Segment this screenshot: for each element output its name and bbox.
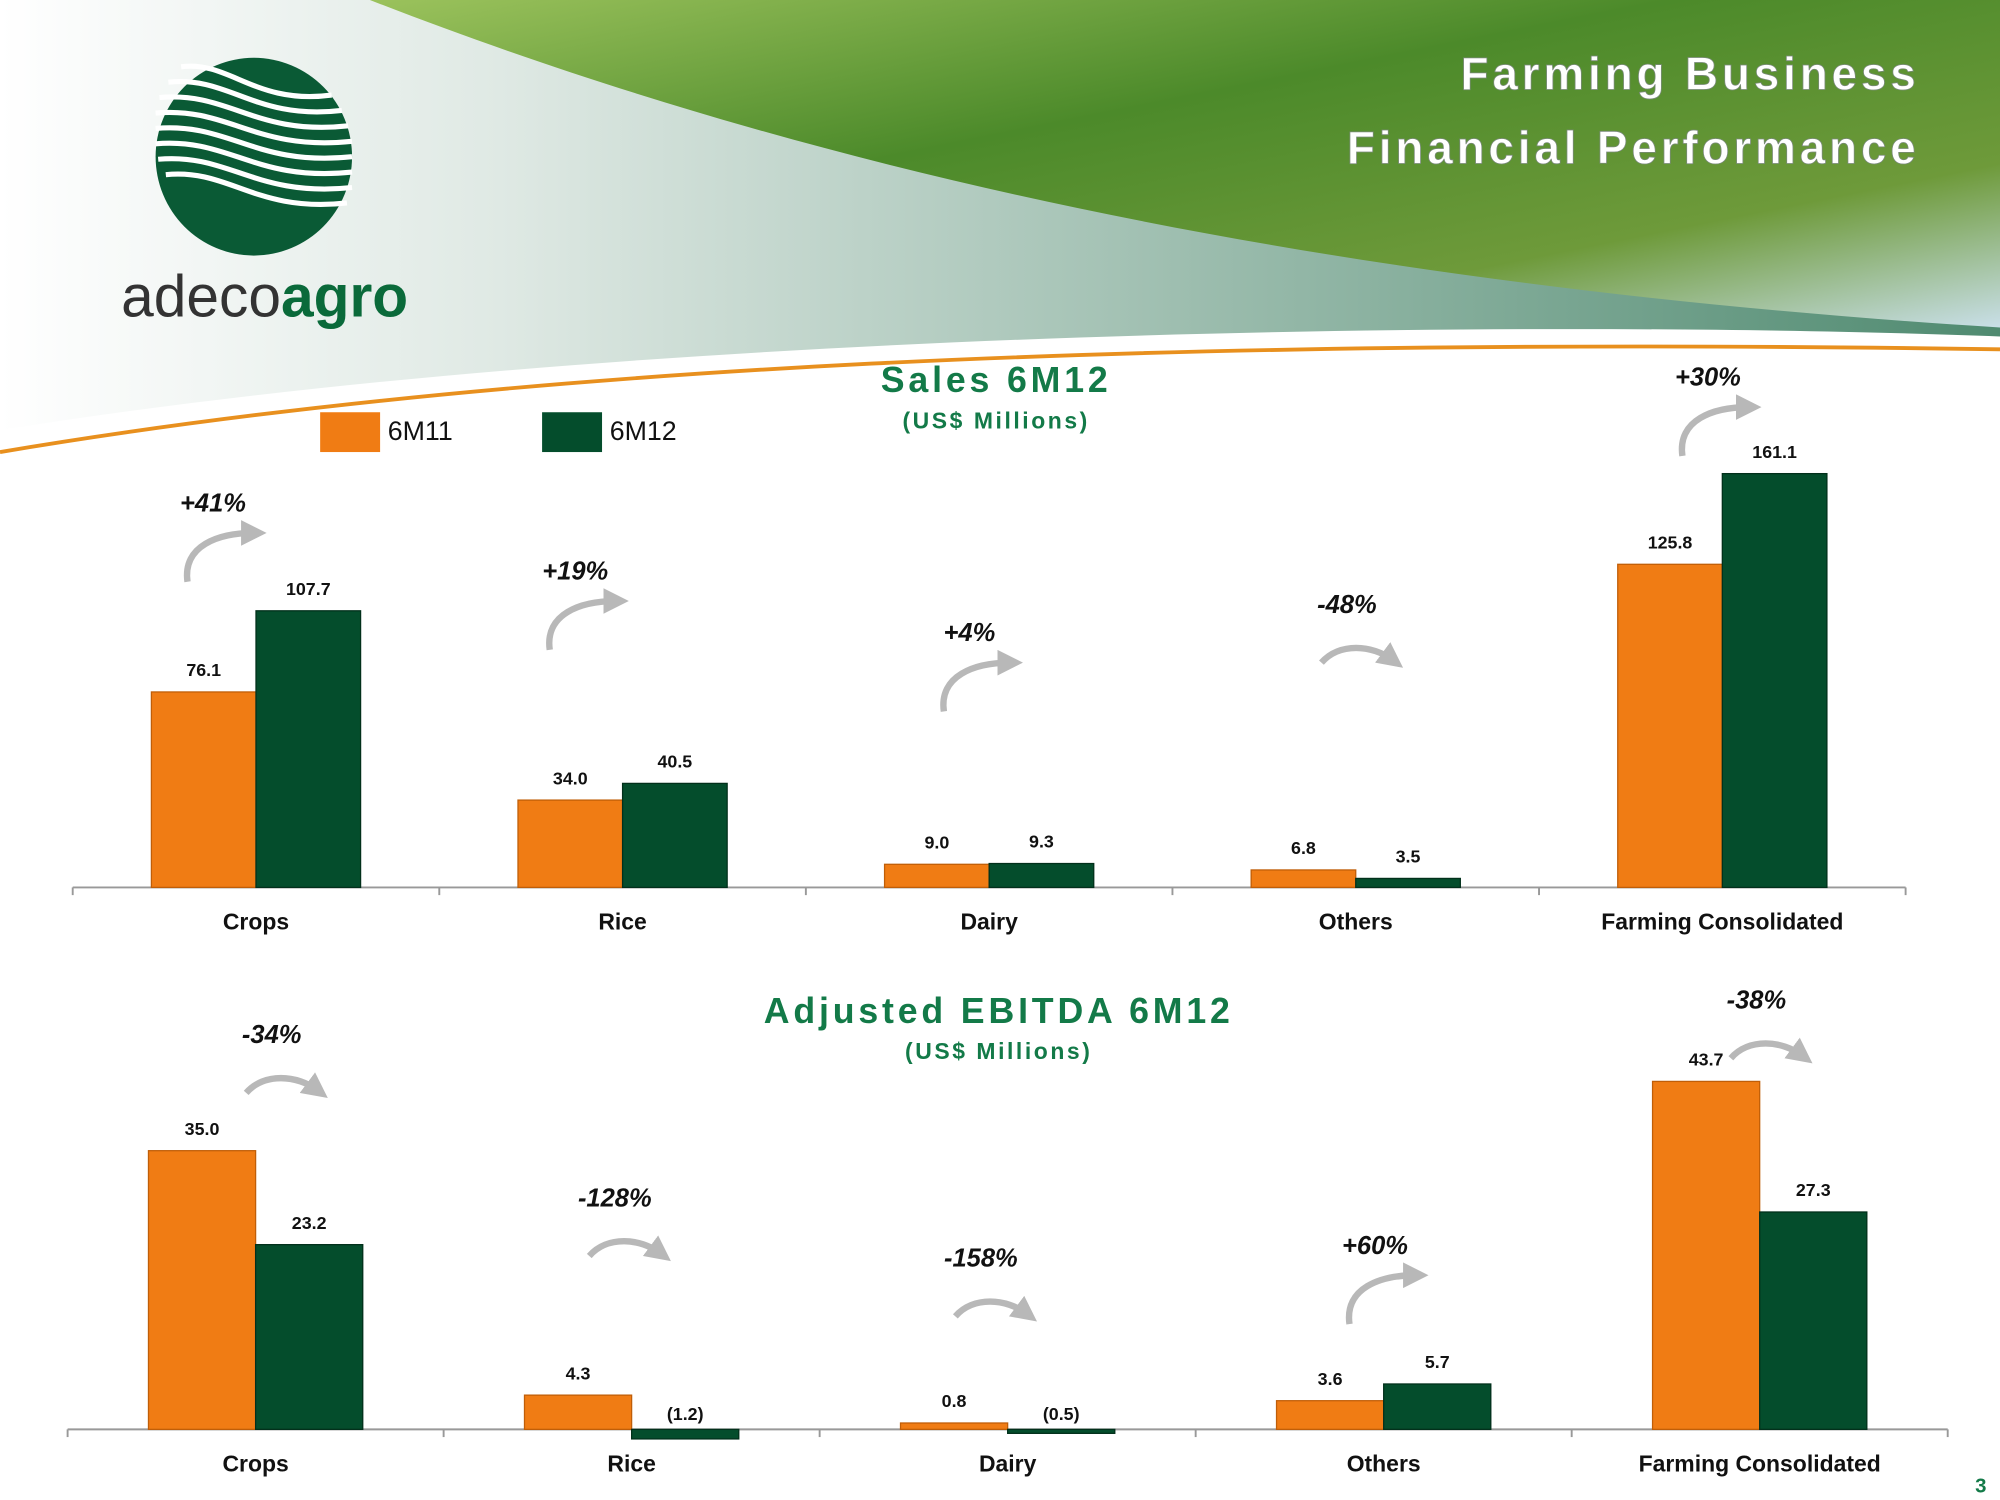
bar	[1759, 1211, 1868, 1431]
data-label: 161.1	[1752, 442, 1797, 462]
bar	[1275, 1400, 1385, 1431]
change-arrow	[1319, 642, 1404, 668]
data-label: 125.8	[1648, 532, 1693, 552]
change-arrow	[1345, 1262, 1429, 1325]
change-arrow	[1728, 1037, 1813, 1064]
header-title: Financial Performance	[1347, 122, 1920, 174]
bar	[621, 782, 728, 889]
change-annotation: +41%	[180, 489, 246, 517]
logo-text-part: adeco	[121, 264, 281, 329]
x-tick-label: Dairy	[960, 908, 1018, 934]
x-tick-label: Others	[1347, 1450, 1421, 1476]
data-label: 3.6	[1318, 1369, 1343, 1389]
change-arrow	[952, 1295, 1037, 1322]
chart-title: Sales 6M12	[881, 360, 1112, 400]
change-annotation: -48%	[1317, 591, 1377, 619]
change-annotation: -128%	[578, 1184, 652, 1212]
header-curve	[0, 344, 2000, 454]
bar	[1651, 1080, 1761, 1431]
bar	[147, 1150, 257, 1431]
x-tick-label: Rice	[607, 1450, 656, 1476]
page-number: 3	[1975, 1475, 1986, 1498]
bar	[1383, 1383, 1492, 1431]
data-label: 23.2	[292, 1213, 327, 1233]
bar	[1355, 877, 1461, 889]
x-tick-label: Farming Consolidated	[1601, 908, 1843, 934]
bar	[1721, 472, 1828, 889]
logo-text: adecoagro	[121, 264, 408, 329]
change-arrow	[546, 588, 629, 651]
x-tick-label: Crops	[223, 908, 289, 934]
bar	[899, 1422, 1009, 1431]
logo-mark	[155, 57, 353, 256]
legend-swatch	[542, 412, 603, 453]
change-annotation: +30%	[1675, 364, 1741, 392]
change-arrow	[1678, 394, 1762, 457]
data-label: 5.7	[1425, 1352, 1450, 1372]
change-annotation: -158%	[944, 1245, 1018, 1273]
data-label: 43.7	[1689, 1050, 1724, 1070]
change-annotation: +19%	[542, 557, 608, 585]
bar	[883, 863, 990, 889]
bar	[150, 691, 257, 889]
bar	[517, 799, 624, 889]
legend-label: 6M11	[388, 416, 453, 446]
change-arrow	[586, 1235, 671, 1262]
legend-swatch	[320, 412, 381, 453]
header-photo	[369, 0, 2000, 328]
bar	[1617, 563, 1723, 889]
chart-subtitle: (US$ Millions)	[902, 408, 1089, 434]
bar	[988, 862, 1095, 889]
data-label: 40.5	[658, 752, 693, 772]
chart-subtitle: (US$ Millions)	[905, 1038, 1092, 1064]
bar	[630, 1428, 740, 1440]
change-annotation: -34%	[242, 1021, 302, 1049]
chart-title: Adjusted EBITDA 6M12	[764, 991, 1234, 1031]
x-tick-label: Others	[1319, 908, 1393, 934]
data-label: 35.0	[185, 1119, 220, 1139]
bar	[1007, 1428, 1116, 1434]
change-arrow	[243, 1072, 328, 1099]
change-annotation: +4%	[944, 619, 996, 647]
data-label: (0.5)	[1043, 1404, 1080, 1424]
bar	[523, 1394, 633, 1431]
bar	[255, 610, 362, 889]
data-label: 4.3	[566, 1363, 591, 1383]
bar	[1250, 869, 1357, 889]
data-label: 9.0	[924, 832, 949, 852]
data-label: 0.8	[942, 1391, 967, 1411]
data-label: 34.0	[553, 768, 588, 788]
x-tick-label: Rice	[598, 908, 647, 934]
data-label: (1.2)	[667, 1404, 704, 1424]
change-arrow	[940, 649, 1023, 712]
data-label: 3.5	[1396, 847, 1421, 867]
change-annotation: -38%	[1727, 986, 1787, 1014]
data-label: 76.1	[186, 660, 221, 680]
change-arrow	[183, 520, 267, 583]
data-label: 27.3	[1796, 1180, 1831, 1200]
data-label: 9.3	[1029, 832, 1054, 852]
data-label: 107.7	[286, 579, 331, 599]
change-annotation: +60%	[1342, 1232, 1408, 1260]
header-title: Farming Business	[1460, 47, 1919, 99]
data-label: 6.8	[1291, 838, 1316, 858]
x-tick-label: Farming Consolidated	[1639, 1450, 1881, 1476]
bar	[254, 1243, 364, 1431]
x-tick-label: Dairy	[979, 1450, 1037, 1476]
legend-label: 6M12	[610, 416, 677, 446]
x-tick-label: Crops	[222, 1450, 288, 1476]
logo-text-part: agro	[281, 264, 408, 329]
